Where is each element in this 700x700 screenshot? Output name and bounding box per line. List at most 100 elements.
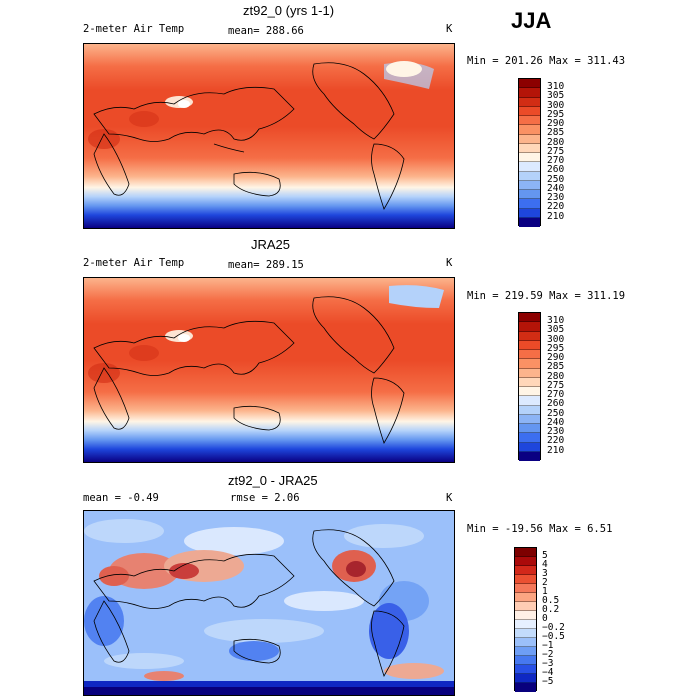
colorbar-tick-label: 260 xyxy=(547,164,565,176)
colorbar-tick-label: 310 xyxy=(547,81,565,92)
panel-3-swatch xyxy=(515,611,536,620)
colorbar-tick-label: −2 xyxy=(542,649,554,660)
colorbar-tick-label: 270 xyxy=(547,155,565,166)
panel-1-swatch xyxy=(519,217,540,227)
panel-2-swatch xyxy=(519,424,540,434)
colorbar-tick-label: 250 xyxy=(547,407,565,419)
colorbar-tick-label: 0 xyxy=(542,613,548,624)
colorbar-tick-label: 285 xyxy=(547,361,565,373)
colorbar-tick-label: 290 xyxy=(547,352,565,363)
panel-3-swatch xyxy=(515,620,536,629)
panel-1-map xyxy=(83,43,455,229)
colorbar-tick-label: 250 xyxy=(547,173,565,185)
panel-3-map xyxy=(83,510,455,696)
colorbar-tick-label: 5 xyxy=(542,550,548,561)
colorbar-tick-label: 230 xyxy=(547,426,565,437)
panel-2-swatch xyxy=(519,377,540,387)
colorbar-tick-label: 1 xyxy=(542,586,548,597)
panel-2-map xyxy=(83,277,455,463)
colorbar-tick-label: 290 xyxy=(547,118,565,129)
panel-2-swatch xyxy=(519,350,540,360)
panel-1-swatch xyxy=(519,153,540,163)
panel-2-map-field xyxy=(84,278,454,462)
season-label: JJA xyxy=(511,8,552,33)
panel-1-swatch xyxy=(519,134,540,144)
panel-1-variable-label: 2-meter Air Temp xyxy=(83,23,185,35)
panel-2-minmax: Min = 219.59 Max = 311.19 xyxy=(467,290,626,302)
panel-1-swatch xyxy=(519,199,540,209)
panel-2-colorbar xyxy=(518,312,541,461)
colorbar-tick-label: 275 xyxy=(547,145,565,157)
panel-1-swatch xyxy=(519,88,540,98)
colorbar-tick-label: 210 xyxy=(547,444,565,456)
panel-2-swatch xyxy=(519,433,540,443)
panel-3-swatch xyxy=(515,665,536,674)
panel-2-mean-label: mean= 289.15 xyxy=(228,259,304,271)
panel-2-swatch xyxy=(519,442,540,452)
panel-1-title: zt92_0 (yrs 1-1) xyxy=(243,3,335,18)
panel-1-swatch xyxy=(519,190,540,200)
colorbar-tick-label: 0.5 xyxy=(542,595,560,606)
panel-1-swatch xyxy=(519,171,540,181)
panel-2-swatch xyxy=(519,451,540,461)
panel-1-colorbar xyxy=(518,78,541,227)
panel-3-minmax: Min = -19.56 Max = 6.51 xyxy=(467,523,613,535)
panel-1-unit: K xyxy=(446,23,453,35)
colorbar-tick-label: 4 xyxy=(542,559,548,570)
colorbar-tick-label: 295 xyxy=(547,108,565,120)
panel-3-swatch xyxy=(515,602,536,611)
colorbar-tick-label: −0.5 xyxy=(542,631,565,642)
panel-3-unit: K xyxy=(446,492,453,504)
colorbar-tick-label: 300 xyxy=(547,333,565,345)
panel-1-mean-label: mean= 288.66 xyxy=(228,25,304,37)
colorbar-tick-label: 240 xyxy=(547,416,565,428)
panel-3-rmse-label: rmse = 2.06 xyxy=(230,492,300,504)
panel-3-map-field xyxy=(84,511,454,695)
panel-3-swatch xyxy=(515,638,536,647)
panel-2-title: JRA25 xyxy=(251,237,291,252)
colorbar-tick-label: 305 xyxy=(547,90,565,102)
panel-3-swatch xyxy=(515,593,536,602)
panel-2-swatch xyxy=(519,313,540,323)
panel-1-swatch xyxy=(519,162,540,172)
colorbar-tick-label: 2 xyxy=(542,577,548,588)
colorbar-tick-label: 295 xyxy=(547,342,565,354)
colorbar-tick-label: 275 xyxy=(547,379,565,391)
panel-3-swatch xyxy=(515,647,536,656)
colorbar-tick-label: 260 xyxy=(547,398,565,410)
panel-3-swatch xyxy=(515,683,536,692)
panel-1-swatch xyxy=(519,143,540,153)
panel-2-swatch xyxy=(519,396,540,406)
panel-1-swatch xyxy=(519,97,540,107)
panel-2-swatch xyxy=(519,387,540,397)
panel-3-swatch xyxy=(515,584,536,593)
colorbar-tick-label: 270 xyxy=(547,389,565,400)
panel-1-minmax: Min = 201.26 Max = 311.43 xyxy=(467,55,626,67)
panel-1-swatch xyxy=(519,208,540,218)
colorbar-tick-label: −4 xyxy=(542,667,554,678)
colorbar-tick-label: 280 xyxy=(547,136,565,148)
panel-3-mean-label: mean = -0.49 xyxy=(83,492,159,504)
panel-3-swatch xyxy=(515,656,536,665)
panel-2-variable-label: 2-meter Air Temp xyxy=(83,257,185,269)
panel-3-swatch xyxy=(515,674,536,683)
panel-2-swatch xyxy=(519,322,540,332)
colorbar-tick-label: 3 xyxy=(542,568,548,579)
colorbar-tick-label: 300 xyxy=(547,99,565,111)
colorbar-tick-label: −3 xyxy=(542,658,554,669)
panel-3-title: zt92_0 - JRA25 xyxy=(228,473,318,488)
colorbar-tick-label: 240 xyxy=(547,182,565,194)
panel-2-swatch xyxy=(519,331,540,341)
colorbar-tick-label: −1 xyxy=(542,640,554,651)
panel-1-swatch xyxy=(519,106,540,116)
panel-2-swatch xyxy=(519,405,540,415)
colorbar-tick-label: 220 xyxy=(547,435,565,447)
panel-3-swatch xyxy=(515,557,536,566)
colorbar-tick-label: 220 xyxy=(547,201,565,213)
colorbar-tick-label: 305 xyxy=(547,324,565,336)
panel-3-swatch xyxy=(515,548,536,557)
colorbar-tick-label: 210 xyxy=(547,210,565,222)
colorbar-tick-label: 230 xyxy=(547,192,565,203)
panel-3-swatch xyxy=(515,575,536,584)
panel-1-map-field xyxy=(84,44,454,228)
